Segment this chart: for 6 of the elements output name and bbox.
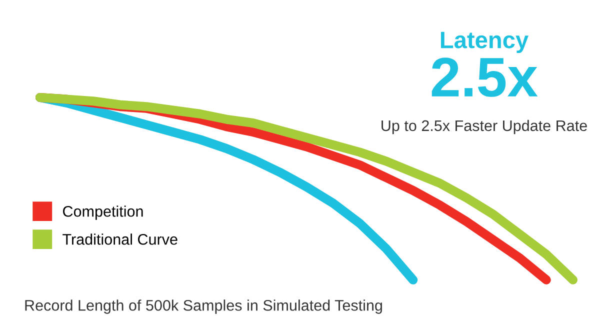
annotation: Up to 2.5x Faster Update Rate xyxy=(382,120,587,134)
legend-label: Traditional Curve xyxy=(62,234,178,245)
text: Latency xyxy=(440,32,528,54)
legend-label: Competition xyxy=(63,206,143,220)
x-axis-title: Record Length of 500k Samples in Simulated Testing xyxy=(25,300,382,314)
text: 2.5x xyxy=(432,58,538,97)
